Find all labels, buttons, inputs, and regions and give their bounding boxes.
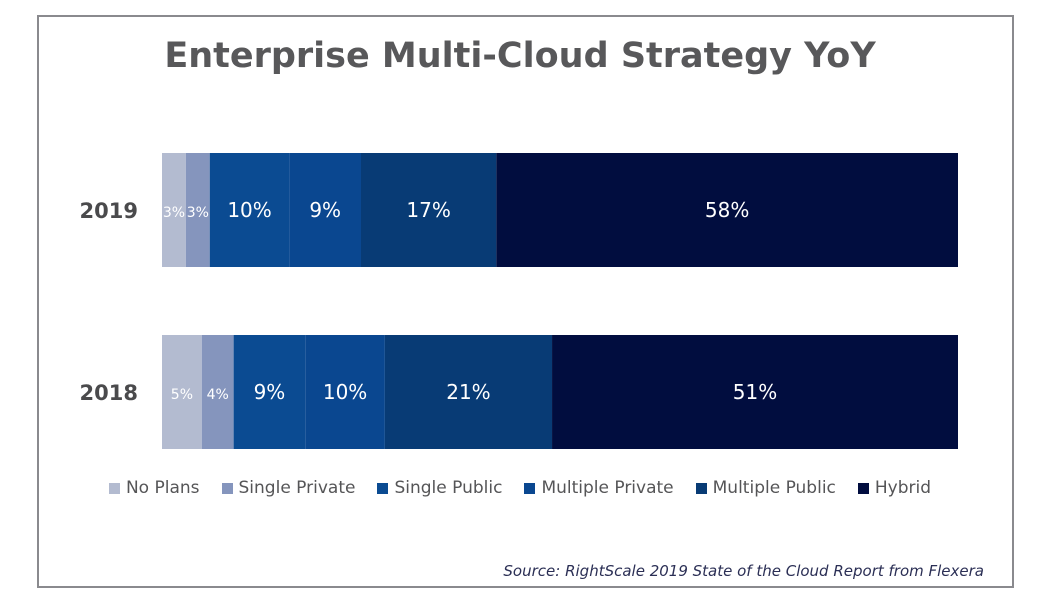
data-label: 5% bbox=[171, 387, 193, 403]
legend-item: Single Private bbox=[221, 478, 356, 498]
legend-item: Multiple Public bbox=[695, 478, 836, 498]
chart-title: Enterprise Multi-Cloud Strategy YoY bbox=[164, 36, 876, 76]
data-label: 9% bbox=[254, 380, 286, 404]
bar-segment bbox=[552, 335, 958, 449]
bar-segment bbox=[305, 335, 385, 449]
legend-swatch bbox=[857, 482, 869, 494]
legend-label: Hybrid bbox=[874, 478, 932, 498]
legend-label: Multiple Private bbox=[541, 478, 674, 498]
category-label: 2018 bbox=[80, 381, 138, 405]
bar-segment bbox=[496, 153, 958, 267]
bar-segment bbox=[201, 335, 234, 449]
data-label: 17% bbox=[406, 198, 450, 222]
data-label: 3% bbox=[163, 205, 185, 221]
source-note: Source: RightScale 2019 State of the Clo… bbox=[503, 562, 984, 580]
legend-item: Hybrid bbox=[857, 478, 932, 498]
data-label: 10% bbox=[323, 380, 367, 404]
legend-item: Single Public bbox=[377, 478, 502, 498]
bar-segment bbox=[209, 153, 290, 267]
bar-segment bbox=[289, 153, 361, 267]
legend-swatch bbox=[221, 482, 233, 494]
data-label: 3% bbox=[187, 205, 209, 221]
legend-swatch bbox=[524, 482, 536, 494]
legend-label: Single Private bbox=[238, 478, 356, 498]
data-label: 21% bbox=[446, 380, 490, 404]
legend-swatch bbox=[695, 482, 707, 494]
data-label: 58% bbox=[705, 198, 749, 222]
bar-segment bbox=[384, 335, 553, 449]
legend-item: Multiple Private bbox=[524, 478, 674, 498]
data-label: 51% bbox=[733, 380, 777, 404]
legend-swatch bbox=[108, 482, 120, 494]
data-label: 10% bbox=[227, 198, 271, 222]
legend-item: No Plans bbox=[108, 478, 200, 498]
chart-legend: No Plans Single Private Single Public Multi… bbox=[0, 478, 1040, 498]
legend-label: Single Public bbox=[394, 478, 503, 498]
bar-segment bbox=[162, 153, 186, 267]
bar-segment bbox=[185, 153, 210, 267]
legend-label: No Plans bbox=[125, 478, 200, 498]
bar-segment bbox=[162, 335, 202, 449]
data-label: 9% bbox=[309, 198, 341, 222]
legend-swatch bbox=[377, 482, 389, 494]
bar-segment bbox=[233, 335, 306, 449]
legend-label: Multiple Public bbox=[712, 478, 836, 498]
data-label: 4% bbox=[207, 387, 229, 403]
bar-segment bbox=[361, 153, 497, 267]
category-label: 2019 bbox=[80, 199, 138, 223]
